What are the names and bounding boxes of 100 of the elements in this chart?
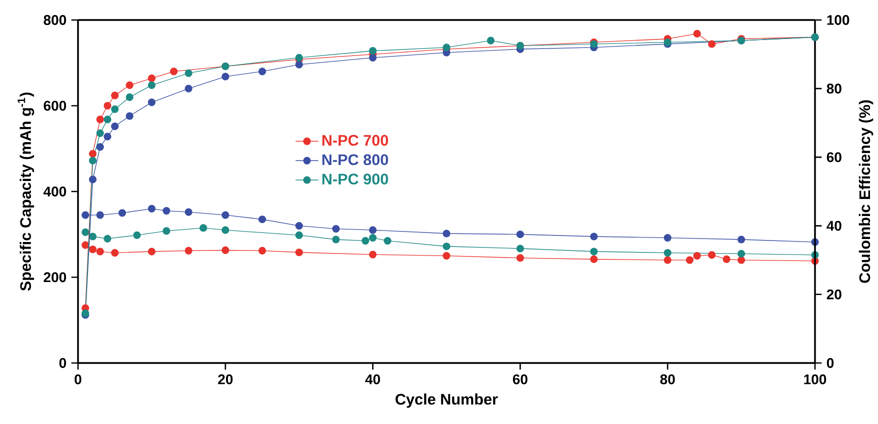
legend-label: N-PC 900 [322, 174, 388, 185]
point [222, 211, 230, 219]
y2-tick-label: 20 [826, 289, 842, 300]
point [82, 211, 90, 219]
point [369, 226, 377, 234]
point [111, 122, 119, 130]
point [664, 234, 672, 242]
point [111, 92, 119, 100]
point [184, 208, 192, 216]
point [332, 224, 340, 233]
point [104, 102, 112, 110]
point [133, 231, 141, 240]
point [148, 204, 156, 212]
point [126, 81, 134, 89]
point [295, 222, 303, 230]
point [111, 105, 119, 113]
point [96, 129, 104, 137]
point [96, 116, 104, 124]
point [104, 234, 112, 242]
point [184, 246, 192, 254]
point [737, 250, 746, 258]
point [362, 237, 370, 245]
point [88, 176, 97, 184]
point [104, 132, 112, 140]
point [88, 246, 97, 254]
point [184, 69, 192, 77]
point [104, 116, 112, 124]
point [184, 84, 192, 92]
point [332, 236, 340, 244]
point [369, 54, 377, 62]
point [96, 143, 104, 151]
point [516, 244, 524, 252]
point [590, 255, 598, 264]
point [222, 226, 230, 234]
point [126, 112, 134, 120]
y-tick-label: 800 [44, 15, 66, 25]
point [708, 251, 716, 259]
point [295, 248, 303, 256]
point [737, 236, 746, 244]
point [88, 156, 97, 164]
point [693, 252, 701, 260]
point [148, 81, 156, 89]
point [258, 246, 266, 254]
y2-tick-label: 80 [826, 84, 842, 94]
point [693, 30, 701, 38]
point [442, 242, 450, 250]
point [162, 227, 170, 235]
point [442, 252, 450, 260]
x-axis-title: Cycle Number [396, 393, 498, 408]
y-axis-title: Specific Capacity (mAh g$^{-1}$) [18, 92, 34, 291]
point [96, 248, 104, 256]
point [162, 206, 170, 215]
x-tick-label: 20 [218, 374, 233, 384]
x-tick-label: 0 [74, 374, 82, 384]
point [516, 230, 524, 238]
point [148, 98, 156, 106]
x-tick-label: 80 [660, 374, 675, 384]
point [222, 246, 230, 254]
point [258, 216, 266, 224]
point [111, 249, 119, 257]
legend-label: N-PC 700 [322, 134, 388, 146]
point [148, 248, 156, 256]
point [590, 248, 598, 256]
point [486, 36, 495, 44]
point [384, 237, 392, 245]
point [686, 256, 694, 264]
point [88, 232, 97, 240]
x-tick-label: 40 [365, 374, 380, 384]
point [170, 68, 178, 76]
point [88, 150, 97, 158]
point [295, 60, 303, 68]
y2-tick-label: 40 [826, 220, 842, 231]
point [199, 224, 208, 232]
point [258, 68, 266, 76]
point [664, 249, 672, 257]
y2-tick-label: 60 [826, 152, 842, 162]
point [369, 250, 377, 258]
point [708, 40, 716, 48]
point [737, 256, 746, 264]
y-tick-label: 0 [59, 358, 66, 368]
point [722, 255, 730, 264]
point [516, 254, 524, 262]
y-tick-label: 600 [44, 100, 66, 111]
point [664, 256, 672, 264]
y2-axis-title: Coulombic Efficiency (%) [858, 100, 874, 283]
point [148, 74, 156, 82]
point [590, 232, 598, 240]
y2-tick-label: 0 [826, 358, 834, 368]
point [222, 72, 230, 80]
y2-tick-label: 100 [827, 15, 850, 25]
x-tick-label: 100 [804, 374, 826, 384]
legend-label: N-PC 800 [322, 154, 388, 166]
point [96, 211, 104, 219]
point [295, 231, 303, 240]
point [118, 209, 126, 217]
point [126, 93, 134, 101]
point [369, 47, 377, 55]
y-tick-label: 200 [44, 272, 66, 282]
point [442, 230, 450, 238]
y-tick-label: 400 [43, 186, 66, 196]
